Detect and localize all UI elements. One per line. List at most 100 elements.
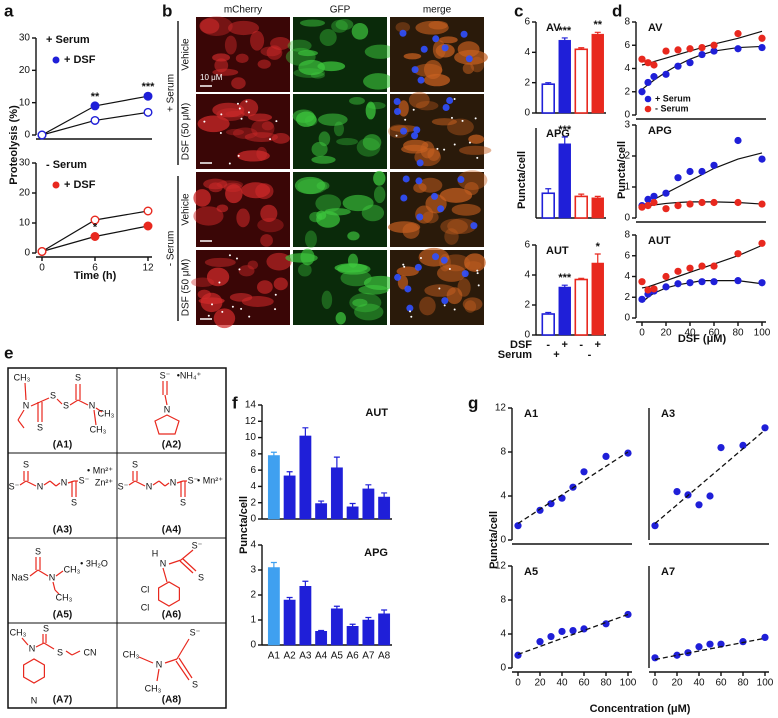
y-tick-label: 10 (19, 97, 31, 108)
legend-label: - Serum (655, 103, 689, 113)
cell-blob (415, 101, 439, 111)
cell-blob (331, 19, 348, 33)
cell-blob (340, 269, 372, 287)
x-axis-label: DSF (μM) (678, 333, 727, 345)
cell-blob (363, 73, 394, 90)
y-tick-label: 2 (524, 300, 530, 311)
x-tick-label: A7 (362, 651, 375, 662)
structure-label: (A8) (162, 695, 181, 706)
row-label: DSF (50 μM) (181, 259, 192, 316)
cell-blob (260, 204, 278, 223)
panel-label: g (468, 393, 478, 412)
y-tick-label: 0 (624, 213, 630, 224)
bond (39, 397, 50, 403)
point (662, 272, 670, 281)
x-axis-label: Concentration (μM) (590, 703, 691, 715)
puncta (274, 308, 277, 311)
point (662, 70, 670, 78)
cell-blob (225, 184, 243, 204)
y-tick-label: 6 (250, 465, 256, 476)
structure-label: (A2) (162, 440, 181, 451)
point (674, 267, 682, 275)
cell-blob (204, 257, 236, 267)
point (758, 200, 766, 208)
point (698, 278, 706, 286)
cell-blob (395, 22, 411, 33)
structure-label: (A7) (53, 695, 72, 706)
y-axis-label: Puncta/cell (238, 496, 250, 554)
puncta (443, 148, 446, 151)
bond (43, 642, 55, 650)
point (651, 654, 659, 662)
error-bar (333, 456, 340, 468)
nucleus (402, 175, 410, 183)
cell-blob (396, 266, 419, 277)
nucleus (393, 97, 401, 105)
point (644, 195, 652, 203)
cell-blob (238, 265, 255, 277)
cell-blob (256, 280, 273, 294)
point (547, 632, 555, 641)
point (602, 452, 610, 460)
point (650, 285, 658, 293)
chart-title: A7 (661, 566, 675, 578)
puncta (247, 111, 250, 114)
legend-swatch (52, 56, 60, 64)
error-bar (365, 484, 372, 489)
cell-blob (439, 187, 473, 203)
ring (158, 581, 180, 607)
cell-blob (324, 208, 351, 216)
y-tick-label: 14 (245, 400, 257, 411)
error-bar (302, 580, 309, 587)
bond (164, 394, 168, 406)
point (686, 264, 694, 272)
atom: Cl (141, 602, 150, 612)
bond (77, 399, 89, 406)
nucleus (432, 253, 440, 261)
cell-blob (363, 275, 397, 290)
y-tick-label: 0 (250, 640, 256, 651)
x-tick-label: 40 (556, 678, 568, 689)
x-tick-label: A6 (347, 651, 360, 662)
puncta (453, 308, 456, 311)
cell-blob (439, 36, 458, 44)
cell-blob (316, 210, 327, 220)
bond (95, 407, 103, 413)
y-tick-label: 0 (624, 313, 630, 324)
atom: S (23, 459, 29, 469)
point (758, 155, 766, 163)
structure-label: (A3) (53, 525, 72, 536)
point (710, 262, 718, 270)
cell-blob (248, 113, 273, 122)
puncta (231, 305, 234, 308)
y-tick-label: 4 (524, 47, 530, 58)
atom: S (35, 546, 41, 556)
bond (164, 482, 170, 487)
atom: CH₃ (64, 564, 81, 574)
group-label: + Serum (166, 74, 177, 112)
x-tick-label: A8 (378, 651, 391, 662)
x-tick-label: 100 (757, 678, 774, 689)
x-tick-label: 12 (142, 263, 154, 274)
cell-blob (440, 218, 468, 235)
legend-swatch (52, 181, 60, 189)
error-bar (270, 561, 277, 568)
atom: S (37, 422, 43, 432)
significance: *** (558, 25, 572, 37)
y-tick-label: 12 (495, 403, 507, 414)
y-tick-label: 4 (500, 629, 506, 640)
cell-blob (310, 72, 325, 79)
y-tick-label: 8 (624, 17, 630, 28)
y-tick-label: 2 (624, 86, 630, 97)
cell-blob (365, 101, 376, 120)
puncta (219, 131, 222, 134)
point (695, 501, 703, 509)
point (710, 278, 718, 286)
point (536, 638, 544, 646)
chart-title: AUT (648, 235, 671, 247)
cell-blob (214, 58, 229, 73)
bond (55, 482, 61, 487)
point (644, 59, 652, 67)
bond (69, 399, 79, 406)
point (644, 286, 652, 294)
